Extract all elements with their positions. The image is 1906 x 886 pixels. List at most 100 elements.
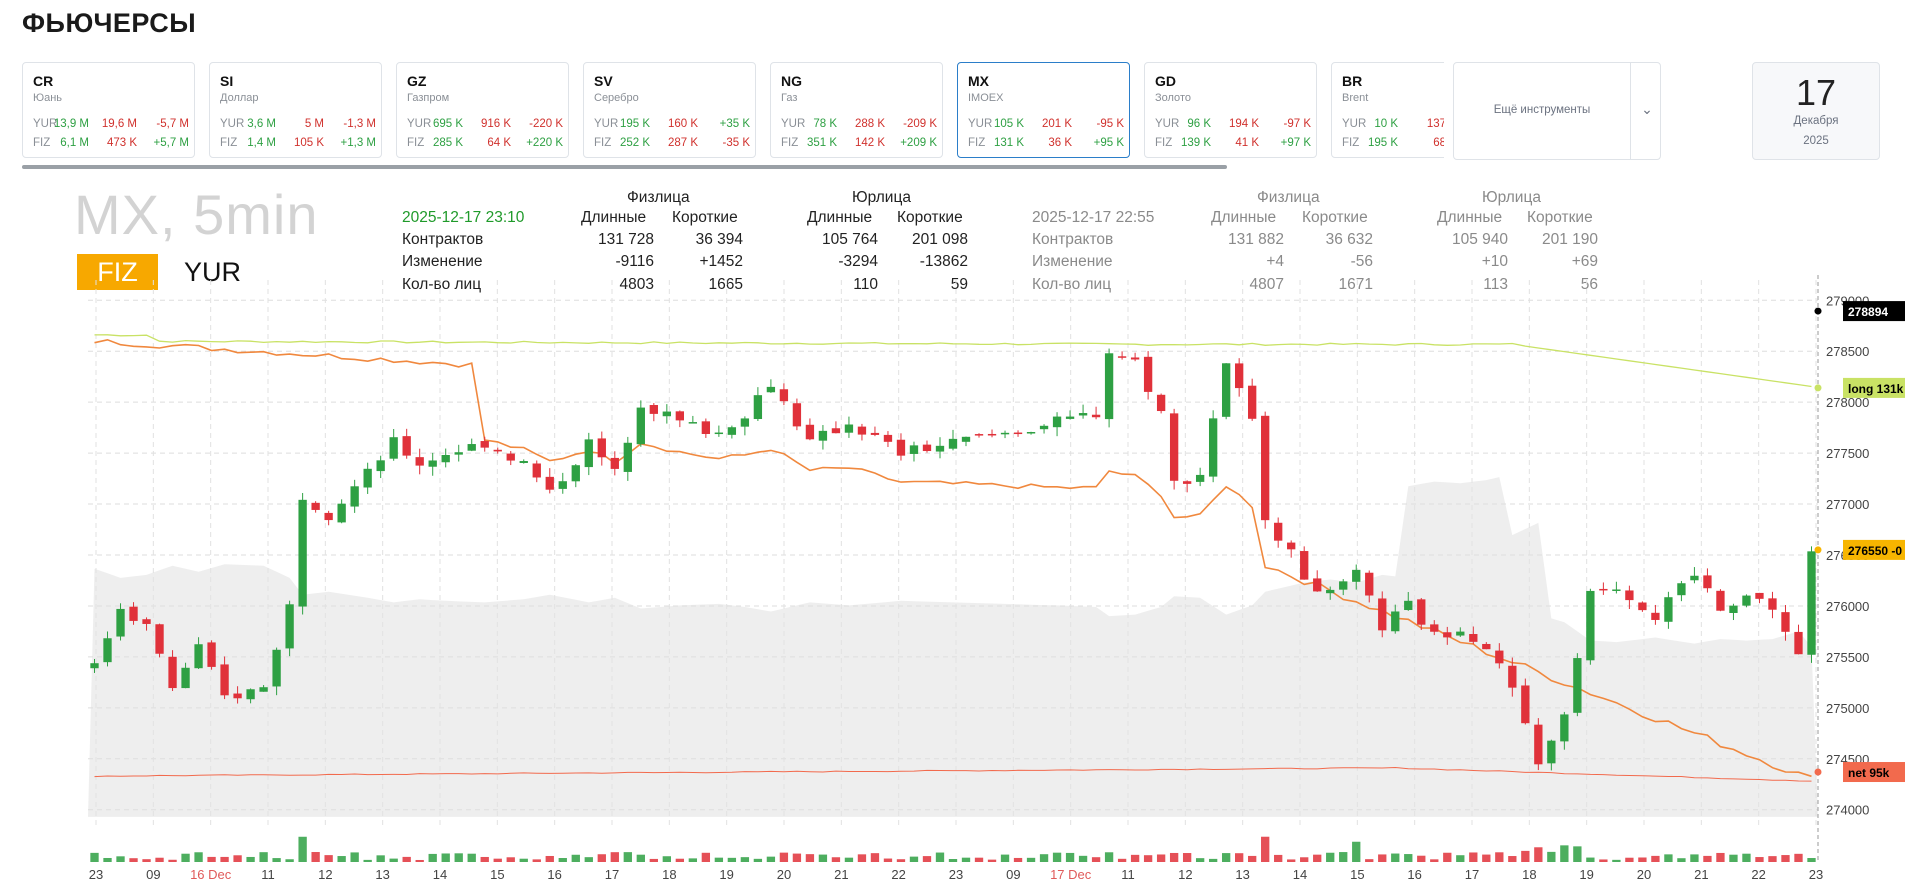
stats-cell: 110 — [853, 276, 878, 293]
volume-bar — [623, 852, 632, 862]
more-instruments-dropdown[interactable]: Ещё инструменты ⌄ — [1453, 62, 1661, 160]
candle-body — [181, 667, 190, 689]
candle-body — [779, 389, 789, 402]
stats-row-label: Изменение — [402, 253, 483, 270]
stats-cell: +69 — [1571, 253, 1598, 270]
date-picker[interactable]: 17 Декабря 2025 — [1752, 62, 1880, 160]
y-tick-label: 277000 — [1826, 497, 1869, 512]
candle-body — [441, 455, 450, 463]
card-short-value: 36 K — [1048, 137, 1072, 149]
volume-bar — [1625, 857, 1634, 862]
candle-body — [1482, 643, 1491, 650]
volume-bar — [1560, 845, 1569, 862]
toggle-yur-button[interactable]: YUR — [184, 257, 242, 287]
card-long-value: 10 K — [1374, 118, 1398, 130]
volume-bar — [1104, 852, 1114, 862]
volume-bar — [454, 853, 463, 862]
volume-bar — [1508, 856, 1517, 862]
candle-body — [1768, 598, 1777, 610]
candle-body — [948, 438, 958, 449]
x-tick-label: 14 — [433, 867, 447, 882]
candle-body — [1625, 590, 1634, 601]
toggle-fiz-button[interactable]: FIZ — [77, 254, 158, 290]
instrument-card-gd[interactable]: GD Золото YUR 96 K 194 K -97 K FIZ 139 K 41 K +97… — [1144, 62, 1317, 158]
volume-bar — [1807, 858, 1816, 862]
candle-body — [428, 460, 437, 467]
candle-body — [1091, 414, 1101, 418]
volume-bar — [740, 857, 750, 862]
volume-bar — [896, 859, 906, 862]
volume-bar — [1703, 855, 1712, 862]
volume-bar — [675, 858, 685, 862]
candle-body — [1261, 415, 1270, 521]
volume-bar — [155, 857, 164, 862]
candle-body — [1352, 569, 1361, 582]
card-ticker: MX — [968, 73, 989, 89]
volume-bar — [844, 857, 854, 862]
stats-cell: 105 940 — [1451, 231, 1508, 248]
candle-body — [597, 438, 606, 458]
x-tick-label: 22 — [1751, 867, 1765, 882]
card-long-value: 695 K — [432, 118, 463, 130]
volume-bar — [1378, 854, 1387, 862]
candle-body — [207, 642, 216, 667]
cards-scrollbar[interactable] — [22, 165, 1227, 169]
volume-bar — [1235, 853, 1244, 862]
instrument-card-br[interactable]: BR Brent YUR 10 K 137 FIZ 195 K 68 — [1331, 62, 1444, 158]
candle-body — [922, 444, 932, 452]
volume-bar — [922, 856, 932, 862]
candle-body — [480, 441, 489, 448]
candle-body — [1703, 575, 1712, 589]
volume-bar — [116, 856, 125, 862]
volume-bar — [1443, 852, 1452, 862]
card-row-yur: YUR 195 K 160 K +35 K — [594, 118, 750, 134]
volume-bar — [610, 852, 619, 862]
candle-body — [1690, 575, 1699, 581]
stats-cell: 1665 — [708, 276, 743, 293]
instrument-card-ng[interactable]: NG Газ YUR 78 K 288 K -209 K FIZ 351 K 142 K +209… — [770, 62, 943, 158]
card-long-value: 3,6 M — [247, 118, 276, 130]
candle-body — [1456, 631, 1465, 636]
volume-bar — [103, 857, 112, 862]
instrument-card-sv[interactable]: SV Серебро YUR 195 K 160 K +35 K FIZ 252 K 287 K… — [583, 62, 756, 158]
volume-bar — [649, 858, 658, 862]
candle-body — [1404, 600, 1413, 611]
instrument-card-si[interactable]: SI Доллар YUR 3,6 M 5 M -1,3 M FIZ 1,4 M 105 K +1… — [209, 62, 382, 158]
card-net-value: -95 K — [1096, 118, 1125, 130]
stats-col-short: Короткие — [672, 209, 738, 226]
x-tick-label: 16 — [1407, 867, 1421, 882]
candle-body — [1013, 432, 1023, 435]
card-net-value: -97 K — [1283, 118, 1312, 130]
stats-cell: -13862 — [919, 253, 968, 270]
volume-bar — [766, 856, 776, 862]
card-long-value: 96 K — [1187, 118, 1211, 130]
instrument-card-mx[interactable]: MX IMOEX YUR 105 K 201 K -95 K FIZ 131 K 36 K +95… — [957, 62, 1130, 158]
volume-bar — [1352, 841, 1361, 862]
y-tick-label: 275500 — [1826, 650, 1869, 665]
stats-col-long: Длинные — [581, 209, 647, 226]
candle-body — [675, 411, 685, 421]
candle-body — [532, 463, 541, 478]
price-marker-tag — [1843, 301, 1905, 322]
card-short-value: 41 K — [1235, 137, 1259, 149]
card-net-value: +97 K — [1280, 137, 1311, 149]
volume-bar — [441, 853, 450, 862]
candle-body — [1143, 356, 1153, 392]
card-long-value: 6,1 M — [60, 137, 89, 149]
instrument-card-gz[interactable]: GZ Газпром YUR 695 K 916 K -220 K FIZ 285 K 64 K… — [396, 62, 569, 158]
x-tick-label: 14 — [1293, 867, 1307, 882]
volume-bar — [597, 854, 606, 862]
volume-bar — [584, 857, 593, 862]
card-short-value: 19,6 M — [101, 118, 137, 130]
volume-bar — [1430, 859, 1439, 862]
card-short-value: 201 K — [1041, 118, 1072, 130]
x-tick-label: 18 — [1522, 867, 1536, 882]
card-row-fiz: FIZ 252 K 287 K -35 K — [594, 137, 750, 153]
chevron-down-icon[interactable]: ⌄ — [1641, 101, 1653, 117]
instrument-card-cr[interactable]: CR Юань YUR 13,9 M 19,6 M -5,7 M FIZ 6,1 M 473 K… — [22, 62, 195, 158]
volume-bar — [324, 855, 333, 862]
marker-dot — [1814, 384, 1822, 392]
card-net-value: -35 K — [722, 137, 751, 149]
volume-bar — [1417, 855, 1426, 862]
